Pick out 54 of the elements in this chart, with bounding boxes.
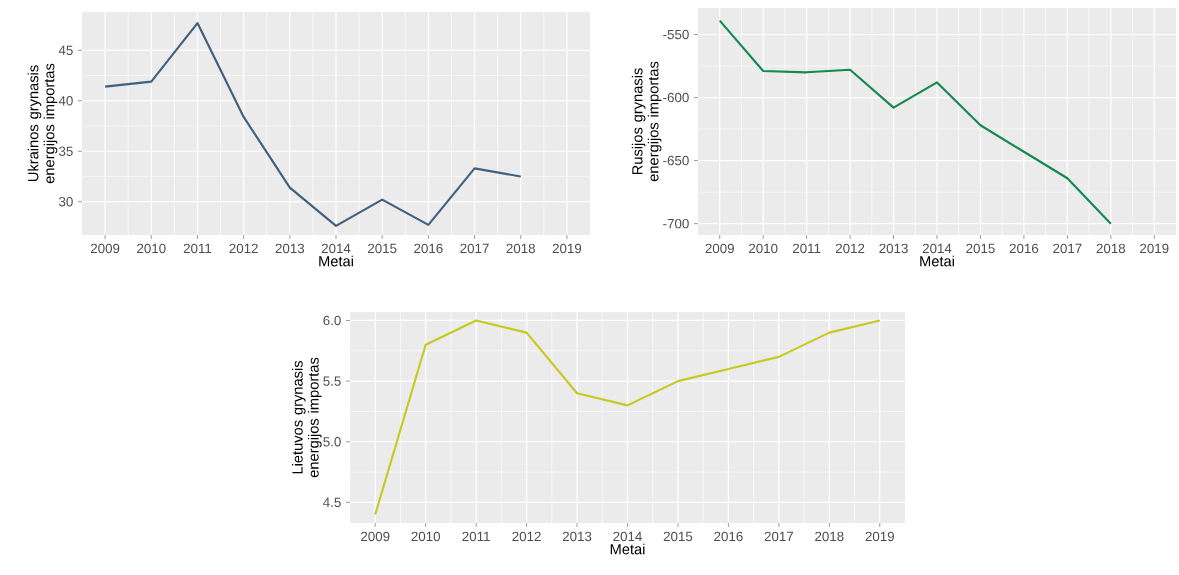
y-tick-label: -700	[663, 218, 689, 229]
x-tick-label: 2014	[613, 531, 642, 542]
x-axis-title: Metai	[610, 543, 645, 555]
x-tick-label: 2011	[792, 243, 821, 254]
y-axis-title: Rusijos grynasis energijos importas	[631, 61, 662, 182]
line-series	[104, 22, 522, 227]
y-axis-title: Ukrainos grynasis energijos importas	[27, 63, 58, 184]
y-tick-label: -600	[663, 92, 689, 103]
y-tick-label: 45	[58, 45, 73, 55]
x-tick-label: 2019	[1140, 243, 1169, 254]
y-tick-label: -650	[663, 155, 689, 166]
y-tick-label: -550	[663, 29, 689, 40]
x-tick-label: 2016	[1009, 243, 1039, 254]
line-series	[718, 19, 1112, 225]
x-tick-label: 2019	[552, 243, 582, 254]
x-tick-label: 2012	[229, 243, 258, 254]
x-tick-label: 2015	[368, 243, 397, 254]
x-tick-label: 2015	[966, 243, 995, 254]
x-tick-label: 2016	[414, 243, 443, 254]
x-axis-title: Metai	[920, 255, 954, 267]
x-tick-label: 2017	[1053, 243, 1082, 254]
x-tick-label: 2018	[1096, 243, 1126, 254]
x-tick-label: 2009	[90, 243, 120, 254]
x-tick-label: 2013	[879, 243, 908, 254]
y-tick-label: 5.5	[323, 376, 341, 386]
y-tick-label: 35	[58, 146, 73, 156]
x-tick-label: 2011	[462, 531, 490, 542]
x-tick-label: 2010	[749, 243, 778, 254]
x-tick-label: 2018	[506, 243, 535, 254]
y-tick-label: 5.0	[323, 437, 341, 447]
x-tick-label: 2015	[663, 531, 693, 542]
x-tick-label: 2017	[460, 243, 489, 254]
x-tick-label: 2012	[512, 531, 541, 542]
y-tick-label: 30	[58, 196, 73, 207]
x-tick-label: 2013	[562, 531, 592, 542]
y-tick-label: 4.5	[323, 497, 341, 508]
x-tick-label: 2010	[411, 531, 440, 542]
x-tick-label: 2013	[275, 243, 305, 254]
x-tick-label: 2019	[865, 531, 894, 542]
x-tick-label: 2012	[835, 243, 865, 254]
y-tick-label: 6.0	[323, 315, 341, 326]
x-tick-label: 2017	[764, 531, 794, 542]
x-axis-title: Metai	[319, 255, 353, 267]
line-series	[374, 319, 881, 516]
x-tick-label: 2010	[137, 243, 166, 254]
x-tick-label: 2014	[321, 243, 351, 254]
x-tick-label: 2014	[922, 243, 952, 254]
x-tick-label: 2011	[183, 243, 212, 254]
x-tick-label: 2016	[714, 531, 743, 542]
x-tick-label: 2009	[361, 531, 390, 542]
x-tick-label: 2018	[815, 531, 844, 542]
y-tick-label: 40	[58, 96, 73, 106]
x-tick-label: 2009	[705, 243, 734, 254]
y-axis-title: Lietuvos grynasis energijos importas	[291, 357, 322, 478]
